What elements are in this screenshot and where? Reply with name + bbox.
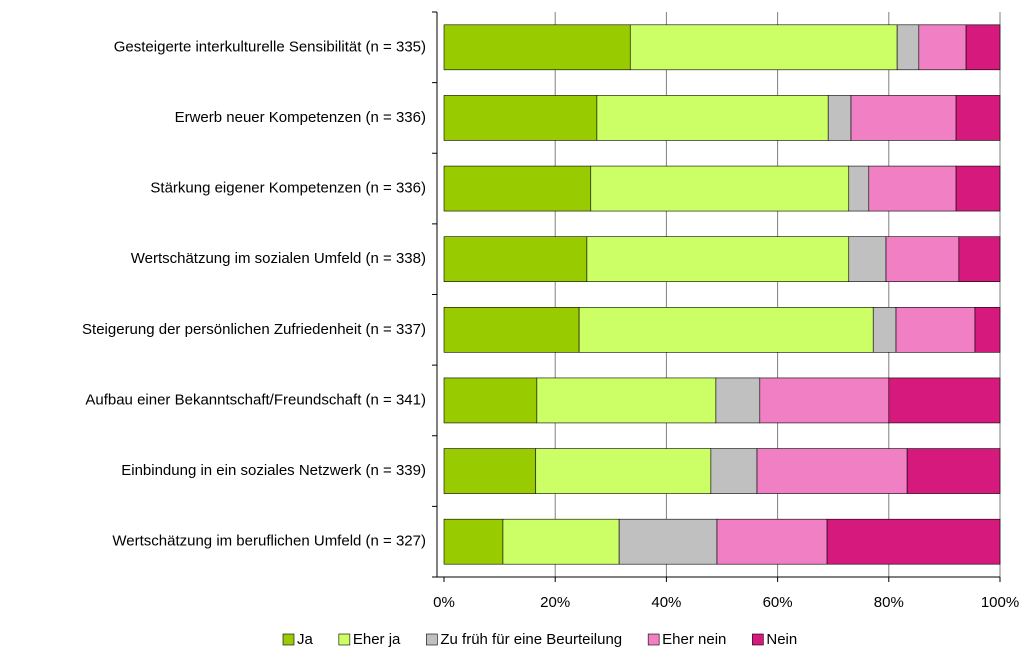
bar-segment	[502, 518, 620, 565]
y-tick-label: Wertschätzung im beruflichen Umfeld (n =…	[112, 533, 426, 550]
bar-segment	[896, 24, 920, 71]
bar-segment	[590, 165, 850, 212]
bar-segment	[848, 165, 870, 212]
bar-segment	[586, 236, 850, 282]
legend-label: Ja	[297, 631, 314, 648]
bar-segment	[885, 236, 960, 282]
y-tick-label: Gesteigerte interkulturelle Sensibilität…	[114, 38, 426, 55]
bar-segment	[826, 518, 1001, 565]
bar-segment	[443, 236, 588, 282]
bar-segment	[827, 95, 852, 141]
legend-label: Eher ja	[353, 631, 401, 648]
bar-segment	[536, 377, 717, 424]
legend-swatch	[338, 633, 351, 646]
bar-segment	[443, 165, 592, 212]
bar-segment	[888, 377, 1001, 424]
bar-segment	[443, 377, 538, 424]
bar-segment	[965, 24, 1001, 71]
bar-segment	[955, 165, 1001, 212]
x-tick-label: 60%	[763, 594, 793, 611]
bar-segment	[443, 307, 580, 353]
bar-segment	[443, 95, 598, 141]
bar-segment	[955, 95, 1001, 141]
bar-segment	[629, 24, 898, 71]
bar-segment	[868, 165, 957, 212]
x-tick-label: 0%	[433, 594, 455, 611]
bar-segment	[974, 307, 1001, 353]
bar-segment	[848, 236, 887, 282]
bar-segment	[715, 377, 761, 424]
bar-segment	[958, 236, 1001, 282]
legend-swatch	[647, 633, 660, 646]
bar-segment	[850, 95, 957, 141]
bar-segment	[618, 518, 718, 565]
bar-segment	[443, 518, 504, 565]
legend-swatch	[752, 633, 764, 646]
bar-segment	[535, 448, 712, 494]
y-tick-label: Steigerung der persönlichen Zufriedenhei…	[82, 321, 426, 338]
legend-label: Zu früh für eine Beurteilung	[440, 631, 622, 648]
y-tick-label: Aufbau einer Bekanntschaft/Freundschaft …	[85, 391, 426, 408]
legend-swatch	[426, 633, 438, 646]
x-tick-label: 40%	[651, 594, 681, 611]
x-tick-label: 80%	[874, 594, 904, 611]
y-tick-label: Stärkung eigener Kompetenzen (n = 336)	[150, 180, 426, 197]
bar-segment	[443, 24, 631, 71]
bar-segment	[578, 307, 874, 353]
bar-segment	[918, 24, 967, 71]
bar-segment	[716, 518, 828, 565]
bar-segment	[443, 448, 537, 494]
x-tick-label: 20%	[540, 594, 570, 611]
bar-segment	[895, 307, 976, 353]
x-tick-label: 100%	[981, 594, 1019, 611]
bar-segment	[596, 95, 829, 141]
bar-segment	[710, 448, 758, 494]
legend-swatch	[282, 633, 295, 646]
bar-segment	[756, 448, 908, 494]
legend-label: Nein	[766, 631, 797, 648]
bar-segment	[759, 377, 890, 424]
y-tick-label: Wertschätzung im sozialen Umfeld (n = 33…	[131, 250, 426, 267]
legend-label: Eher nein	[662, 631, 726, 648]
y-tick-label: Erwerb neuer Kompetenzen (n = 336)	[175, 109, 426, 126]
y-tick-label: Einbindung in ein soziales Netzwerk (n =…	[121, 462, 426, 479]
bar-segment	[906, 448, 1001, 494]
bar-segment	[872, 307, 897, 353]
